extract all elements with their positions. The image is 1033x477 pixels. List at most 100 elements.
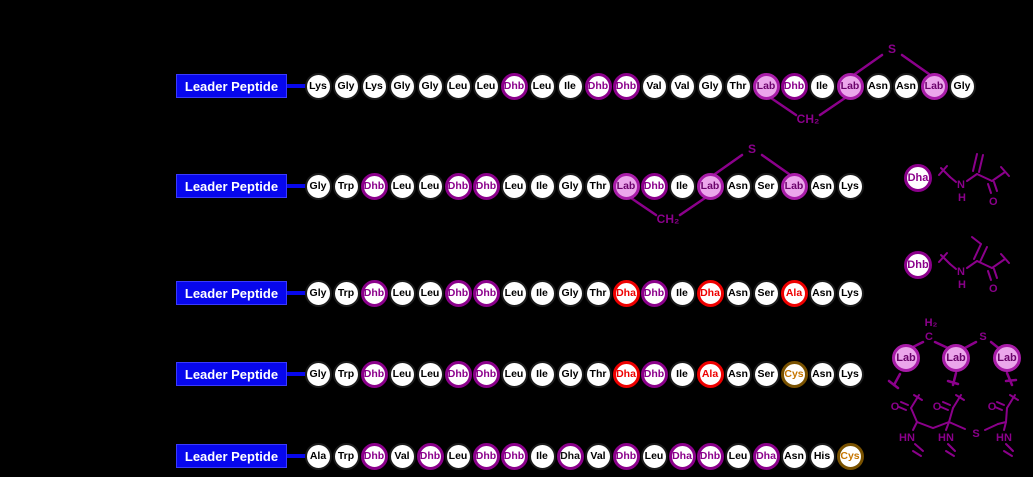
- residue-circle: Dhb: [500, 72, 528, 100]
- residue-circle: Gly: [332, 72, 360, 100]
- bridge-label-ch2: CH₂: [656, 212, 680, 226]
- big-o1-label: O: [891, 401, 900, 413]
- residue-circle: Gly: [556, 172, 584, 200]
- big-o3-label: O: [988, 401, 997, 413]
- residue-circle: Gly: [388, 72, 416, 100]
- residue-circle: Dhb: [472, 442, 500, 470]
- bridge-line: [713, 153, 744, 176]
- residue-circle: Val: [640, 72, 668, 100]
- residue-circle: Leu: [444, 442, 472, 470]
- residue-circle: Dhb: [472, 279, 500, 307]
- bridge-line: [760, 153, 791, 176]
- bridge-label-s: S: [747, 142, 756, 156]
- residue-circle: His: [808, 442, 836, 470]
- lab-c-label: C: [925, 331, 933, 343]
- residue-circle: Trp: [332, 279, 360, 307]
- residue-circle: Dhb: [640, 172, 668, 200]
- residue-circle: Ile: [528, 442, 556, 470]
- residue-circle: Dhb: [500, 442, 528, 470]
- residue-circle: Dhb: [360, 442, 388, 470]
- residue-circle: Lys: [304, 72, 332, 100]
- dha-structure-drawing: N H O: [938, 153, 1010, 208]
- residue-circle: Gly: [696, 72, 724, 100]
- residue-circle: Gly: [416, 72, 444, 100]
- dhb-n-label: N: [957, 266, 965, 278]
- legend-lab-label-3: Lab: [997, 352, 1017, 364]
- leader-peptide-box: Leader Peptide: [176, 174, 287, 198]
- legend-lab-circle-3: Lab: [993, 344, 1021, 372]
- residue-circle: Leu: [388, 360, 416, 388]
- residue-circle: Leu: [640, 442, 668, 470]
- residue-circle: Dhb: [584, 72, 612, 100]
- residue-circle: Dhb: [696, 442, 724, 470]
- residue-circle: Dhb: [416, 442, 444, 470]
- residue-circle: Ser: [752, 172, 780, 200]
- residue-circle: Asn: [780, 442, 808, 470]
- residue-circle: Ala: [780, 279, 808, 307]
- residue-circle: Cys: [836, 442, 864, 470]
- residue-circle: Gly: [304, 172, 332, 200]
- bridge-label-ch2: CH₂: [796, 112, 820, 126]
- residue-circle: Ile: [528, 279, 556, 307]
- residue-circle: Dhb: [360, 279, 388, 307]
- residue-circle: Ile: [528, 360, 556, 388]
- residue-circle: Ala: [696, 360, 724, 388]
- leader-connector: [287, 454, 307, 458]
- residue-circle: Asn: [808, 172, 836, 200]
- leader-connector: [287, 84, 307, 88]
- legend-lab-label-2: Lab: [946, 352, 966, 364]
- residue-circle: Lab: [696, 172, 724, 200]
- residue-circle: Dha: [556, 442, 584, 470]
- residue-circle: Dhb: [472, 360, 500, 388]
- labionin-structure-drawing: O O O HN HN HN S: [891, 394, 1019, 457]
- big-hn1-label: HN: [899, 432, 915, 444]
- residue-circle: Asn: [724, 360, 752, 388]
- dha-o-label: O: [989, 196, 998, 208]
- residue-circle: Leu: [416, 360, 444, 388]
- residue-circle: Asn: [864, 72, 892, 100]
- residue-circle: Lab: [836, 72, 864, 100]
- residue-circle: Leu: [724, 442, 752, 470]
- residue-circle: Dhb: [472, 172, 500, 200]
- residue-circle: Leu: [528, 72, 556, 100]
- residue-circle: Dhb: [360, 172, 388, 200]
- residue-circle: Gly: [556, 279, 584, 307]
- residue-circle: Leu: [472, 72, 500, 100]
- residue-circle: Cys: [780, 360, 808, 388]
- bridge-line: [900, 53, 931, 76]
- residue-circle: Trp: [332, 442, 360, 470]
- residue-circle: Dha: [612, 279, 640, 307]
- lab-s-label: S: [979, 331, 987, 343]
- residue-circle: Dha: [612, 360, 640, 388]
- legend-lab-label-1: Lab: [896, 352, 916, 364]
- residue-circle: Leu: [416, 279, 444, 307]
- residue-circle: Thr: [584, 279, 612, 307]
- residue-circle: Asn: [724, 172, 752, 200]
- residue-circle: Thr: [584, 172, 612, 200]
- residue-circle: Dha: [752, 442, 780, 470]
- bridge-line: [853, 53, 884, 76]
- legend-lab-circle-2: Lab: [942, 344, 970, 372]
- leader-connector: [287, 184, 307, 188]
- residue-circle: Ser: [752, 360, 780, 388]
- residue-circle: Thr: [584, 360, 612, 388]
- residue-circle: Gly: [948, 72, 976, 100]
- residue-circle: Dhb: [640, 360, 668, 388]
- residue-circle: Dhb: [780, 72, 808, 100]
- dha-n-label: N: [957, 179, 965, 191]
- residue-circle: Dha: [696, 279, 724, 307]
- residue-circle: Ile: [668, 279, 696, 307]
- residue-circle: Gly: [304, 360, 332, 388]
- big-s-label: S: [972, 428, 979, 440]
- residue-circle: Dhb: [612, 442, 640, 470]
- leader-connector: [287, 291, 307, 295]
- big-o2-label: O: [933, 401, 942, 413]
- residue-circle: Val: [388, 442, 416, 470]
- residue-circle: Dhb: [612, 72, 640, 100]
- leader-peptide-box: Leader Peptide: [176, 362, 287, 386]
- dha-h-label: H: [958, 192, 966, 204]
- residue-circle: Lys: [360, 72, 388, 100]
- residue-circle: Asn: [724, 279, 752, 307]
- residue-circle: Lys: [836, 279, 864, 307]
